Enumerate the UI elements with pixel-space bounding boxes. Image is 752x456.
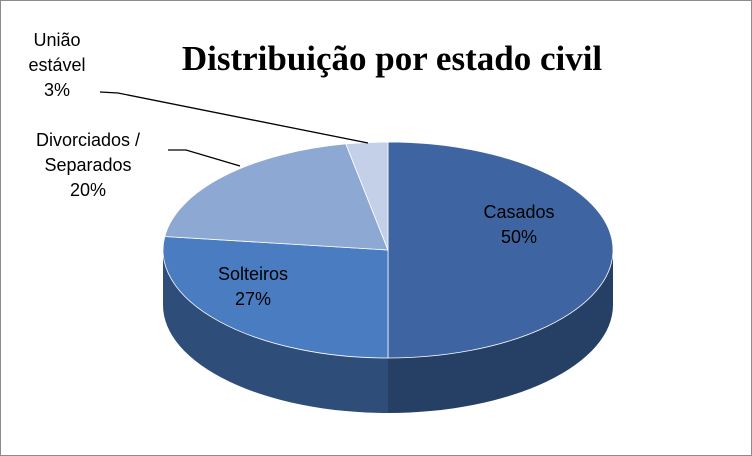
slice-side (388, 250, 613, 413)
value-label: 27% (234, 289, 272, 309)
category-label: Solteiros (217, 264, 289, 284)
leader-line (99, 91, 369, 144)
chart-title: Distribuição por estado civil (182, 39, 603, 78)
category-label: União estável (28, 30, 86, 75)
value-label: 3% (43, 80, 70, 100)
category-label: Casados (483, 202, 555, 222)
value-label: 20% (69, 180, 107, 200)
value-label: 50% (500, 227, 538, 247)
slice (164, 143, 389, 251)
slice-side (163, 250, 388, 413)
leader-line (168, 149, 241, 167)
pie (162, 141, 614, 413)
data-label: União estável 3% (17, 28, 97, 103)
data-label: Divorciados / Separados 20% (34, 128, 142, 203)
category-label: Divorciados / Separados (35, 130, 141, 175)
slice (387, 141, 614, 359)
data-label: Solteiros 27% (193, 262, 313, 312)
slice (162, 236, 389, 359)
data-label: Casados 50% (459, 200, 579, 250)
